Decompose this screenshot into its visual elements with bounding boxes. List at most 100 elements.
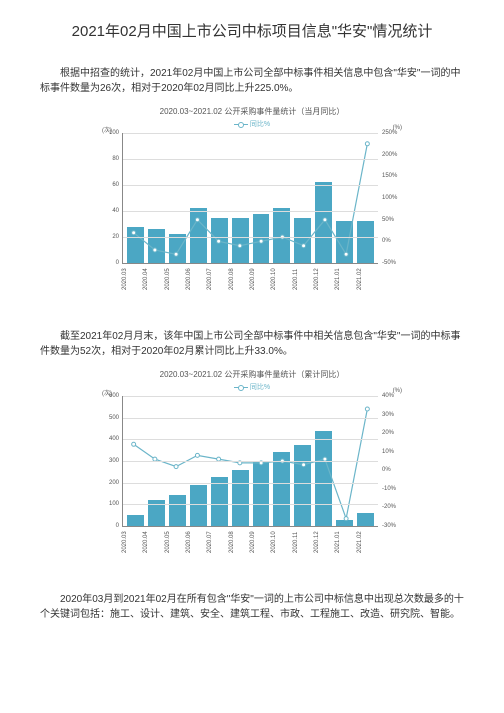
document-page: 2021年02月中国上市公司中标项目信息"华安"情况统计 根据中招查的统计，20… [0, 0, 504, 652]
chart-1: 2020.03~2021.02 公开采购事件量统计（当月同比） 同比% (次) … [102, 106, 402, 294]
y-right-tick: -30% [382, 523, 396, 529]
bar [190, 485, 207, 526]
chart-2-x-labels: 2020.032020.042020.052020.062020.072020.… [122, 527, 378, 557]
paragraph-3: 2020年03月到2021年02月在所有包含"华安"一词的上市公司中标信息中出现… [40, 592, 464, 622]
x-label: 2021.01 [335, 527, 356, 557]
y-left-tick: 0 [116, 260, 119, 266]
x-label: 2021.01 [335, 264, 356, 294]
bar [273, 208, 290, 263]
x-label: 2020.10 [271, 264, 292, 294]
y-left-tick: 100 [109, 501, 119, 507]
y-left-tick: 0 [116, 523, 119, 529]
grid-line [123, 237, 378, 238]
x-label: 2020.10 [271, 527, 292, 557]
bar [232, 218, 249, 264]
bar [253, 461, 270, 526]
y-right-tick: 0% [382, 467, 391, 473]
y-right-tick: -50% [382, 260, 396, 266]
x-label: 2020.11 [293, 527, 314, 557]
bar [211, 218, 228, 264]
chart-2-y-left: 0 100 200 300 400 500 600 [103, 396, 121, 526]
y-right-tick: 100% [382, 195, 397, 201]
x-label: 2020.05 [165, 264, 186, 294]
bar [315, 182, 332, 263]
x-label: 2020.11 [293, 264, 314, 294]
x-label: 2020.09 [250, 527, 271, 557]
chart-1-x-labels: 2020.032020.042020.052020.062020.072020.… [122, 264, 378, 294]
chart-2-legend: 同比% [102, 382, 402, 392]
chart-2-plot: 0100200300400500600 -30%-20%-10%0%10%20%… [122, 396, 378, 527]
y-left-tick: 400 [109, 436, 119, 442]
grid-line [123, 185, 378, 186]
bar [148, 229, 165, 263]
x-label: 2020.08 [229, 527, 250, 557]
page-title: 2021年02月中国上市公司中标项目信息"华安"情况统计 [40, 20, 464, 41]
grid-line [123, 439, 378, 440]
grid-line [123, 211, 378, 212]
grid-line [123, 418, 378, 419]
chart-2-right-unit: (%) [393, 388, 402, 394]
paragraph-2: 截至2021年02月月末，该年中国上市公司全部中标事件中相关信息包含"华安"一词… [40, 329, 464, 359]
bar [336, 520, 353, 527]
chart-2: 2020.03~2021.02 公开采购事件量统计（累计同比） 同比% (次) … [102, 369, 402, 557]
y-left-tick: 600 [109, 393, 119, 399]
bar [127, 227, 144, 263]
y-right-tick: 250% [382, 130, 397, 136]
chart-1-y-right: -50%0%50%100%150%200%250% [380, 133, 402, 263]
x-label: 2021.02 [357, 527, 378, 557]
x-label: 2020.05 [165, 527, 186, 557]
grid-line [123, 133, 378, 134]
x-label: 2020.09 [250, 264, 271, 294]
bar [190, 208, 207, 263]
x-label: 2020.07 [207, 264, 228, 294]
grid-line [123, 483, 378, 484]
bar [211, 477, 228, 526]
bar [357, 221, 374, 263]
y-left-tick: 500 [109, 415, 119, 421]
bar [232, 470, 249, 526]
chart-1-plot: 020406080100 -50%0%50%100%150%200%250% [122, 133, 378, 264]
chart-1-legend-label: 同比% [250, 121, 270, 128]
y-right-tick: 200% [382, 152, 397, 158]
bar [169, 495, 186, 526]
x-label: 2020.06 [186, 264, 207, 294]
x-label: 2020.03 [122, 264, 143, 294]
y-left-tick: 200 [109, 480, 119, 486]
bar [127, 515, 144, 526]
bar [294, 218, 311, 264]
y-right-tick: -10% [382, 486, 396, 492]
y-left-tick: 300 [109, 458, 119, 464]
bar [273, 452, 290, 526]
y-left-tick: 100 [109, 130, 119, 136]
x-label: 2021.02 [357, 264, 378, 294]
y-left-tick: 60 [112, 182, 119, 188]
x-label: 2020.07 [207, 527, 228, 557]
x-label: 2020.06 [186, 527, 207, 557]
line-marker-icon [234, 387, 248, 388]
x-label: 2020.08 [229, 264, 250, 294]
grid-line [123, 461, 378, 462]
chart-2-y-right: -30%-20%-10%0%10%20%30%40% [380, 396, 402, 526]
x-label: 2020.04 [143, 264, 164, 294]
grid-line [123, 504, 378, 505]
y-left-tick: 80 [112, 156, 119, 162]
x-label: 2020.12 [314, 264, 335, 294]
bar [169, 234, 186, 263]
grid-line [123, 396, 378, 397]
y-right-tick: 50% [382, 217, 394, 223]
chart-1-bars [123, 133, 378, 263]
bar [315, 431, 332, 526]
y-right-tick: 150% [382, 173, 397, 179]
chart-1-y-left: 020406080100 [103, 133, 121, 263]
x-label: 2020.04 [143, 527, 164, 557]
x-label: 2020.03 [122, 527, 143, 557]
y-left-tick: 20 [112, 234, 119, 240]
paragraph-1: 根据中招查的统计，2021年02月中国上市公司全部中标事件相关信息中包含"华安"… [40, 66, 464, 96]
y-right-tick: 10% [382, 449, 394, 455]
x-label: 2020.12 [314, 527, 335, 557]
line-marker-icon [234, 124, 248, 125]
y-right-tick: 30% [382, 412, 394, 418]
bar [253, 214, 270, 263]
bar [294, 445, 311, 526]
chart-1-legend: 同比% [102, 119, 402, 129]
